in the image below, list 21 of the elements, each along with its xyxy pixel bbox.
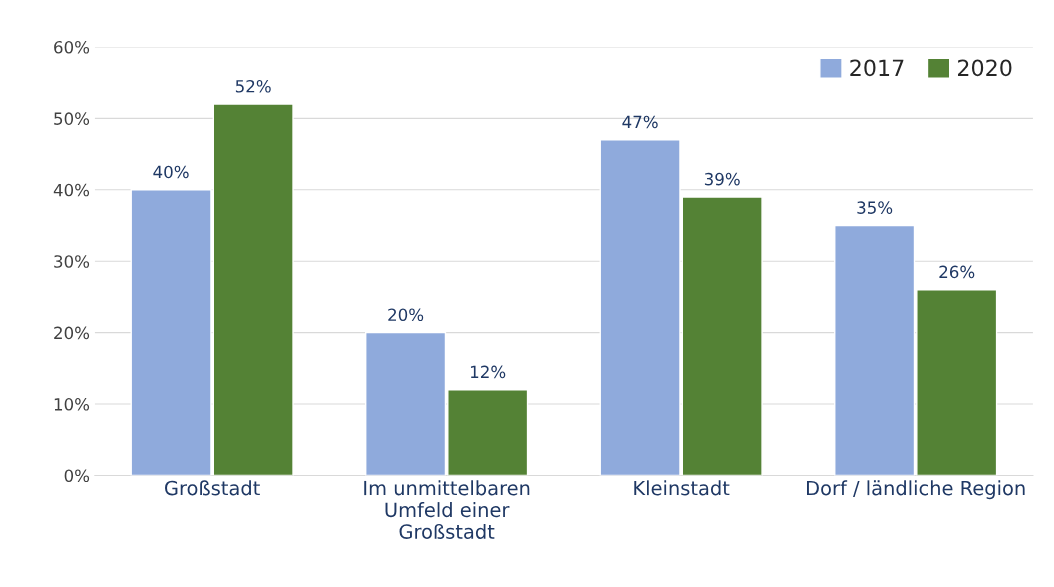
y-tick-label: 60%: [54, 40, 90, 54]
y-tick-label: 50%: [54, 112, 90, 125]
legend-label: 2017: [850, 59, 904, 77]
x-tick-label: Kleinstadt: [634, 480, 730, 496]
data-label: 20%: [388, 308, 424, 322]
x-tick-label: Großstadt: [165, 480, 260, 496]
y-tick-label: 30%: [54, 255, 90, 268]
data-label: 47%: [622, 115, 658, 129]
data-label: 12%: [470, 365, 506, 379]
data-label: 26%: [939, 265, 975, 279]
y-tick-label: 40%: [53, 183, 90, 197]
data-label: 40%: [153, 165, 189, 179]
data-label: 39%: [704, 172, 740, 186]
x-tick-label: Im unmittelbaren Umfeld einer Großstadt: [364, 480, 530, 539]
data-label: 35%: [857, 201, 893, 214]
y-tick-label: 20%: [54, 326, 90, 340]
y-tick-label: 10%: [54, 398, 90, 411]
data-label: 52%: [235, 79, 271, 93]
x-tick-label: Dorf / ländliche Region: [807, 480, 1025, 500]
y-tick-label: 0%: [64, 469, 90, 483]
legend-label: 2020: [957, 59, 1012, 77]
